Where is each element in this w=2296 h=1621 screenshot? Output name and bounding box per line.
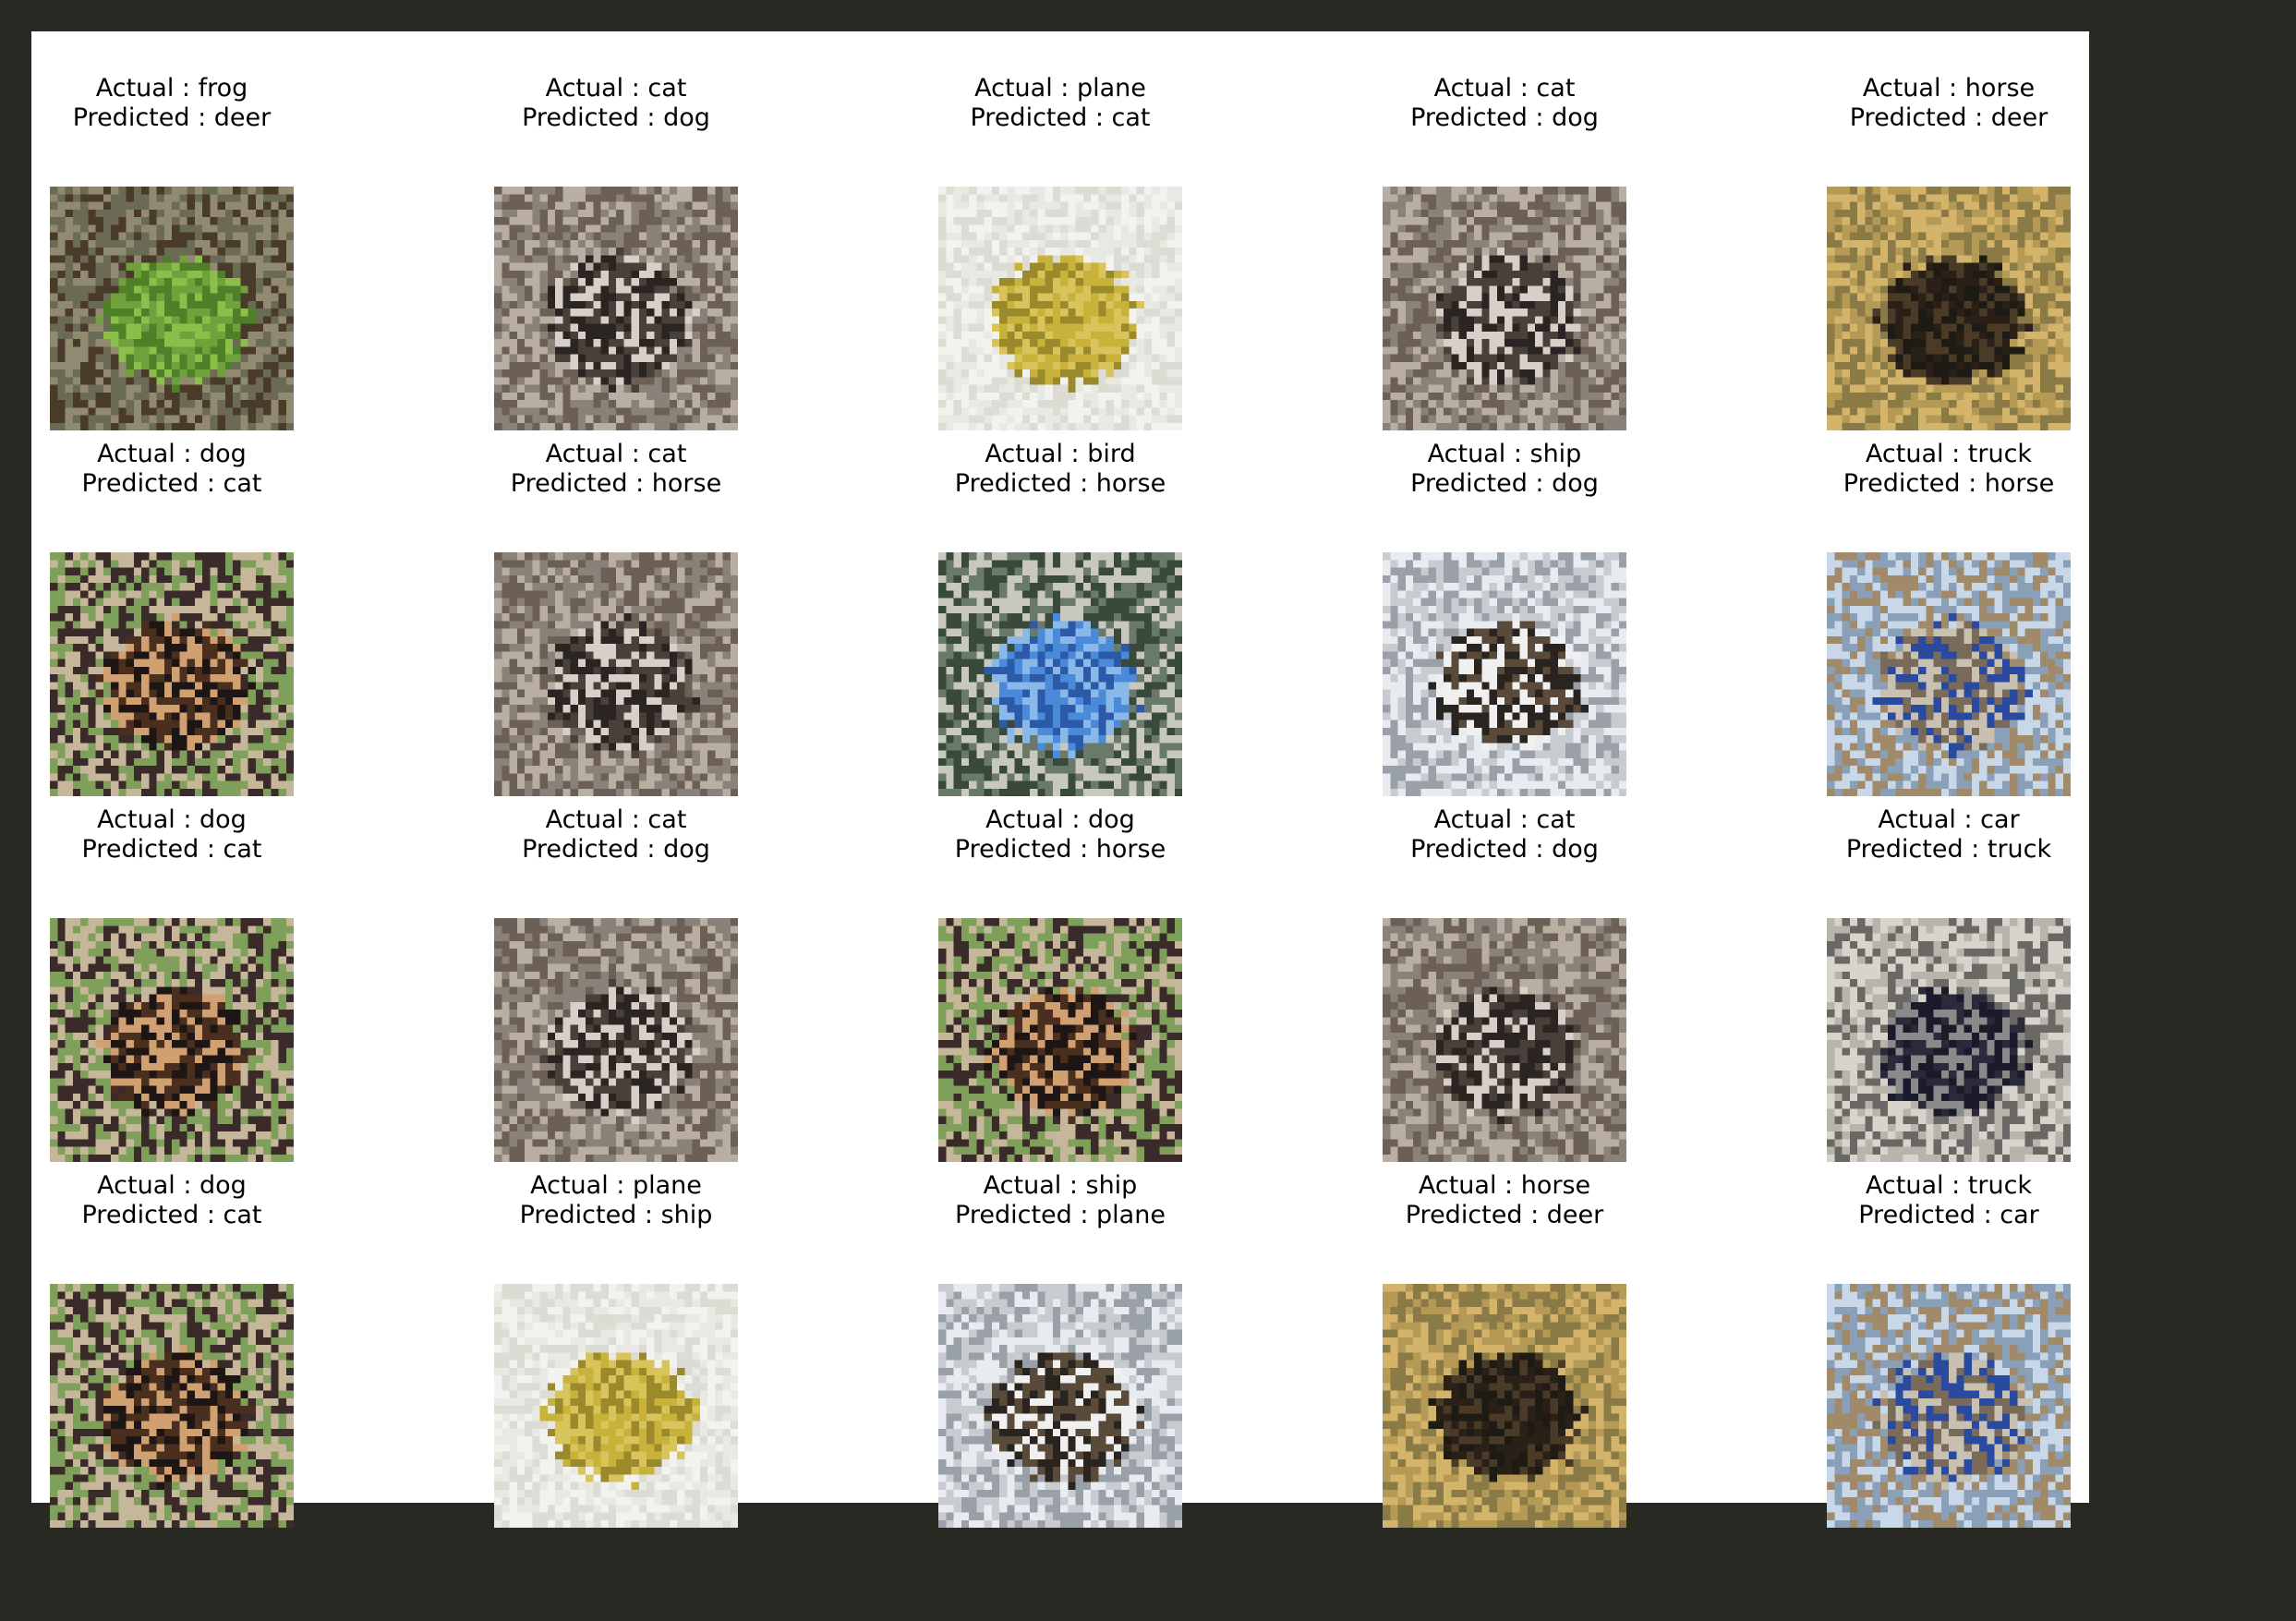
dog-image <box>50 1284 294 1528</box>
truck-image <box>1827 1284 2071 1528</box>
horse-image <box>1827 187 2071 430</box>
predicted-label: Predicted : dog <box>1366 469 1643 499</box>
actual-label: Actual : cat <box>1366 74 1643 103</box>
cat-image <box>1383 187 1626 430</box>
predicted-label: Predicted : plane <box>922 1201 1199 1230</box>
actual-label: Actual : horse <box>1366 1171 1643 1201</box>
actual-label: Actual : bird <box>922 440 1199 469</box>
actual-label: Actual : dog <box>922 805 1199 835</box>
predicted-label: Predicted : deer <box>33 103 310 133</box>
predicted-label: Predicted : horse <box>922 469 1199 499</box>
predicted-label: Predicted : deer <box>1366 1201 1643 1230</box>
dog-image <box>50 918 294 1162</box>
predicted-label: Predicted : horse <box>477 469 755 499</box>
plane-image <box>938 187 1182 430</box>
predicted-label: Predicted : cat <box>33 835 310 865</box>
truck-image <box>1827 552 2071 796</box>
predicted-label: Predicted : dog <box>1366 835 1643 865</box>
horse-image <box>1383 1284 1626 1528</box>
cat-image <box>494 552 738 796</box>
actual-label: Actual : truck <box>1810 440 2087 469</box>
actual-label: Actual : ship <box>1366 440 1643 469</box>
cat-image <box>494 187 738 430</box>
predicted-label: Predicted : dog <box>477 103 755 133</box>
predicted-label: Predicted : cat <box>922 103 1199 133</box>
ship-image <box>938 1284 1182 1528</box>
predicted-label: Predicted : dog <box>477 835 755 865</box>
predicted-label: Predicted : deer <box>1810 103 2087 133</box>
actual-label: Actual : cat <box>477 805 755 835</box>
actual-label: Actual : ship <box>922 1171 1199 1201</box>
actual-label: Actual : horse <box>1810 74 2087 103</box>
actual-label: Actual : plane <box>477 1171 755 1201</box>
bird-image <box>938 552 1182 796</box>
actual-label: Actual : cat <box>477 440 755 469</box>
actual-label: Actual : dog <box>33 805 310 835</box>
predicted-label: Predicted : truck <box>1810 835 2087 865</box>
actual-label: Actual : car <box>1810 805 2087 835</box>
cat-image <box>494 918 738 1162</box>
actual-label: Actual : cat <box>1366 805 1643 835</box>
predicted-label: Predicted : car <box>1810 1201 2087 1230</box>
actual-label: Actual : cat <box>477 74 755 103</box>
cell-output-figure: Actual : frog Predicted : deer Actual : ca… <box>31 31 2089 1528</box>
prediction-grid: Actual : frog Predicted : deer Actual : ca… <box>31 31 2089 1528</box>
ship-image <box>1383 552 1626 796</box>
actual-label: Actual : truck <box>1810 1171 2087 1201</box>
dog-image <box>50 552 294 796</box>
predicted-label: Predicted : horse <box>1810 469 2087 499</box>
actual-label: Actual : dog <box>33 440 310 469</box>
dog-image <box>938 918 1182 1162</box>
predicted-label: Predicted : ship <box>477 1201 755 1230</box>
plane-image <box>494 1284 738 1528</box>
actual-label: Actual : dog <box>33 1171 310 1201</box>
predicted-label: Predicted : horse <box>922 835 1199 865</box>
car-image <box>1827 918 2071 1162</box>
predicted-label: Predicted : cat <box>33 469 310 499</box>
cat-image <box>1383 918 1626 1162</box>
predicted-label: Predicted : dog <box>1366 103 1643 133</box>
predicted-label: Predicted : cat <box>33 1201 310 1230</box>
actual-label: Actual : frog <box>33 74 310 103</box>
actual-label: Actual : plane <box>922 74 1199 103</box>
frog-image <box>50 187 294 430</box>
